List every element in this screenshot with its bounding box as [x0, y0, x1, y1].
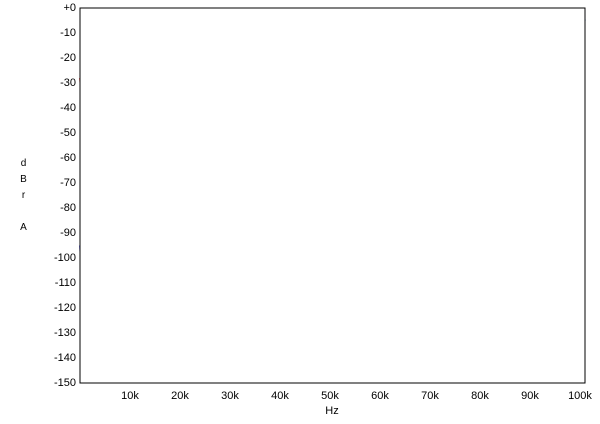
- y-tick-label: -80: [60, 202, 76, 214]
- y-tick-label: -50: [60, 127, 76, 139]
- x-tick-label: 70k: [421, 390, 439, 402]
- y-tick-label: -90: [60, 227, 76, 239]
- x-tick-label: 30k: [221, 390, 239, 402]
- plot-frame: [79, 7, 586, 384]
- y-tick-label: -130: [54, 327, 76, 339]
- y-tick-label: +0: [63, 2, 76, 14]
- x-tick-label: 20k: [171, 390, 189, 402]
- y-tick-label: -150: [54, 377, 76, 389]
- x-tick-label: 100k: [568, 390, 592, 402]
- x-axis-label: Hz: [325, 405, 338, 417]
- y-tick-label: -60: [60, 152, 76, 164]
- y-tick-label: -120: [54, 302, 76, 314]
- y-tick-label: -10: [60, 27, 76, 39]
- y-tick-label: -30: [60, 77, 76, 89]
- x-tick-label: 90k: [521, 390, 539, 402]
- x-tick-label: 50k: [321, 390, 339, 402]
- x-tick-label: 80k: [471, 390, 489, 402]
- x-tick-label: 40k: [271, 390, 289, 402]
- y-tick-label: -140: [54, 352, 76, 364]
- x-tick-label: 60k: [371, 390, 389, 402]
- y-axis-label: dBr A: [18, 158, 29, 238]
- y-tick-label: -70: [60, 177, 76, 189]
- x-tick-label: 10k: [121, 390, 139, 402]
- y-tick-label: -100: [54, 252, 76, 264]
- y-tick-label: -20: [60, 52, 76, 64]
- y-tick-label: -110: [55, 277, 76, 289]
- y-tick-label: -40: [60, 102, 76, 114]
